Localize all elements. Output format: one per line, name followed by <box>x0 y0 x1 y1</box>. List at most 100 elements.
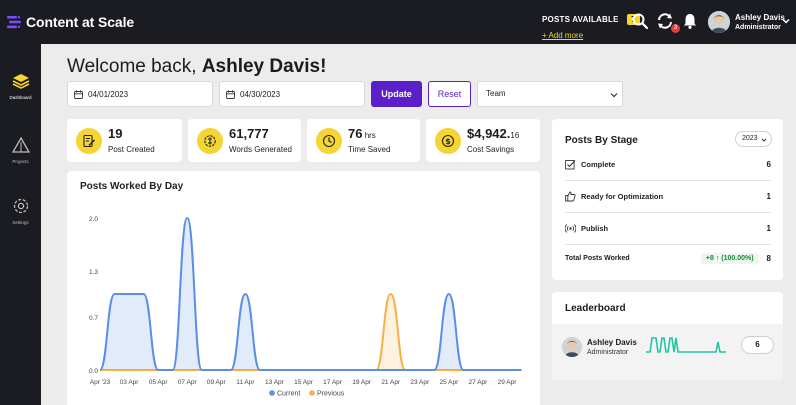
top-bar: Content at Scale POSTS AVAILABLE 7 + Add… <box>0 0 796 44</box>
end-date-value: 04/30/2023 <box>240 89 281 99</box>
team-select-value: Team <box>486 89 506 98</box>
layers-icon <box>12 74 29 89</box>
x-tick-label: 17 Apr <box>323 379 343 386</box>
legend-marker-current <box>269 390 275 396</box>
posts-worked-chart: 2.0 1.3 0.7 0.0 Apr '23 03 Apr 05 Apr 07 Apr 09 … <box>89 216 522 398</box>
x-tick-label: 03 Apr <box>120 379 140 386</box>
leader-sparkline <box>646 337 726 353</box>
series-area-current <box>100 218 522 370</box>
brand[interactable]: Content at Scale <box>6 14 134 30</box>
user-role: Administrator <box>735 24 781 31</box>
total-count: 8 <box>766 254 771 263</box>
posts-available: POSTS AVAILABLE 7 + Add more <box>542 9 640 40</box>
y-tick-label: 0.7 <box>89 315 98 322</box>
posts-by-stage-card: Posts By Stage 2023 Complete 6 Ready for… <box>552 119 783 280</box>
x-tick-label: 29 Apr <box>498 379 518 386</box>
add-more-link[interactable]: + Add more <box>542 31 584 40</box>
sidebar-item-dashboard[interactable]: Dashboard <box>0 72 41 100</box>
leader-role: Administrator <box>587 349 629 356</box>
x-tick-label: 11 Apr <box>236 379 255 386</box>
stat-label: Time Saved <box>348 145 391 154</box>
stat-value: 61,777 <box>229 126 269 141</box>
end-date-input[interactable]: 04/30/2023 <box>219 81 365 107</box>
stage-row-publish[interactable]: Publish 1 <box>565 213 771 245</box>
stage-row-complete[interactable]: Complete 6 <box>565 149 771 181</box>
stat-value: $4,942.16 <box>467 126 520 141</box>
avatar-image <box>562 337 582 357</box>
calendar-icon <box>74 89 83 99</box>
document-edit-icon <box>76 127 102 154</box>
page-title: Welcome back, Ashley Davis! <box>67 56 326 78</box>
leader-count[interactable]: 6 <box>741 336 774 354</box>
user-menu[interactable]: Ashley Davis Administrator <box>708 11 785 33</box>
clock-icon <box>316 127 342 154</box>
y-tick-label: 1.3 <box>89 269 98 276</box>
total-label: Total Posts Worked <box>565 255 630 262</box>
triangle-icon <box>11 136 30 153</box>
y-tick-label: 2.0 <box>89 216 98 223</box>
x-tick-label: 09 Apr <box>207 379 227 386</box>
stage-label: Complete <box>581 160 616 169</box>
stat-card-cost-savings: $ $4,942.16 Cost Savings <box>426 119 540 162</box>
chart-title: Posts Worked By Day <box>80 181 184 192</box>
year-select[interactable]: 2023 <box>735 131 772 147</box>
year-select-value: 2023 <box>742 135 758 142</box>
total-change-badge: +8 ↑ (100.00%) <box>700 253 759 264</box>
leaderboard-row[interactable]: Ashley Davis Administrator 6 <box>552 324 783 380</box>
user-name: Ashley Davis <box>735 13 785 22</box>
calendar-icon <box>226 89 235 99</box>
posts-available-label: POSTS AVAILABLE <box>542 15 619 24</box>
stage-count: 6 <box>766 160 771 169</box>
bell-icon[interactable] <box>681 12 699 30</box>
x-tick-label: 07 Apr <box>178 379 198 386</box>
legend-marker-previous <box>309 390 315 396</box>
search-icon[interactable] <box>631 12 649 30</box>
avatar <box>708 11 730 33</box>
x-tick-label: 23 Apr <box>410 379 430 386</box>
avatar <box>562 337 582 357</box>
legend-label-current: Current <box>277 391 300 398</box>
chevron-down-icon[interactable] <box>782 17 790 25</box>
x-tick-label: 19 Apr <box>352 379 372 386</box>
total-posts-row: Total Posts Worked +8 ↑ (100.00%) 8 <box>565 253 771 264</box>
sidebar-item-projects[interactable]: Projects <box>0 136 41 164</box>
series-line-current <box>99 216 522 371</box>
stage-title: Posts By Stage <box>565 135 638 146</box>
leader-name: Ashley Davis <box>587 338 637 347</box>
stat-card-posts-created: 19 Post Created <box>67 119 182 162</box>
welcome-prefix: Welcome back, <box>67 56 202 77</box>
thumbs-up-icon <box>565 191 576 202</box>
y-tick-label: 0.0 <box>89 368 98 375</box>
x-tick-label: 27 Apr <box>469 379 489 386</box>
sidebar-item-label: Projects <box>12 159 29 164</box>
chevron-down-icon <box>610 93 618 98</box>
checkbox-icon <box>565 160 576 170</box>
team-select[interactable]: Team <box>477 81 623 107</box>
reset-button[interactable]: Reset <box>428 81 471 107</box>
x-tick-label: 25 Apr <box>439 379 459 386</box>
x-tick-label: Apr '23 <box>90 379 111 386</box>
leaderboard-title: Leaderboard <box>565 303 626 314</box>
stat-card-words-generated: 61,777 Words Generated <box>188 119 301 162</box>
sidebar-item-settings[interactable]: Settings <box>0 197 41 225</box>
leaderboard-card: Leaderboard Ashley Davis Administrator 6 <box>552 292 783 380</box>
update-button[interactable]: Update <box>371 81 422 107</box>
start-date-input[interactable]: 04/01/2023 <box>67 81 213 107</box>
sync-icon[interactable] <box>656 12 674 30</box>
svg-text:$: $ <box>445 137 451 146</box>
stat-label: Words Generated <box>229 145 292 154</box>
stage-row-ready-for-optimization[interactable]: Ready for Optimization 1 <box>565 181 771 213</box>
legend-label-previous: Previous <box>317 391 345 398</box>
sidebar: Dashboard Projects Settings <box>0 44 41 405</box>
x-tick-label: 13 Apr <box>265 379 285 386</box>
leaderboard-header: Leaderboard <box>552 292 783 324</box>
broadcast-icon <box>565 224 576 233</box>
avatar-image <box>708 11 730 33</box>
notification-badge: 3 <box>671 24 680 33</box>
stat-label: Post Created <box>108 145 155 154</box>
stat-label: Cost Savings <box>467 145 515 154</box>
gear-icon <box>13 198 28 214</box>
welcome-user-name: Ashley Davis! <box>201 56 327 77</box>
sidebar-item-label: Settings <box>12 220 29 225</box>
stat-value: 19 <box>108 126 123 141</box>
